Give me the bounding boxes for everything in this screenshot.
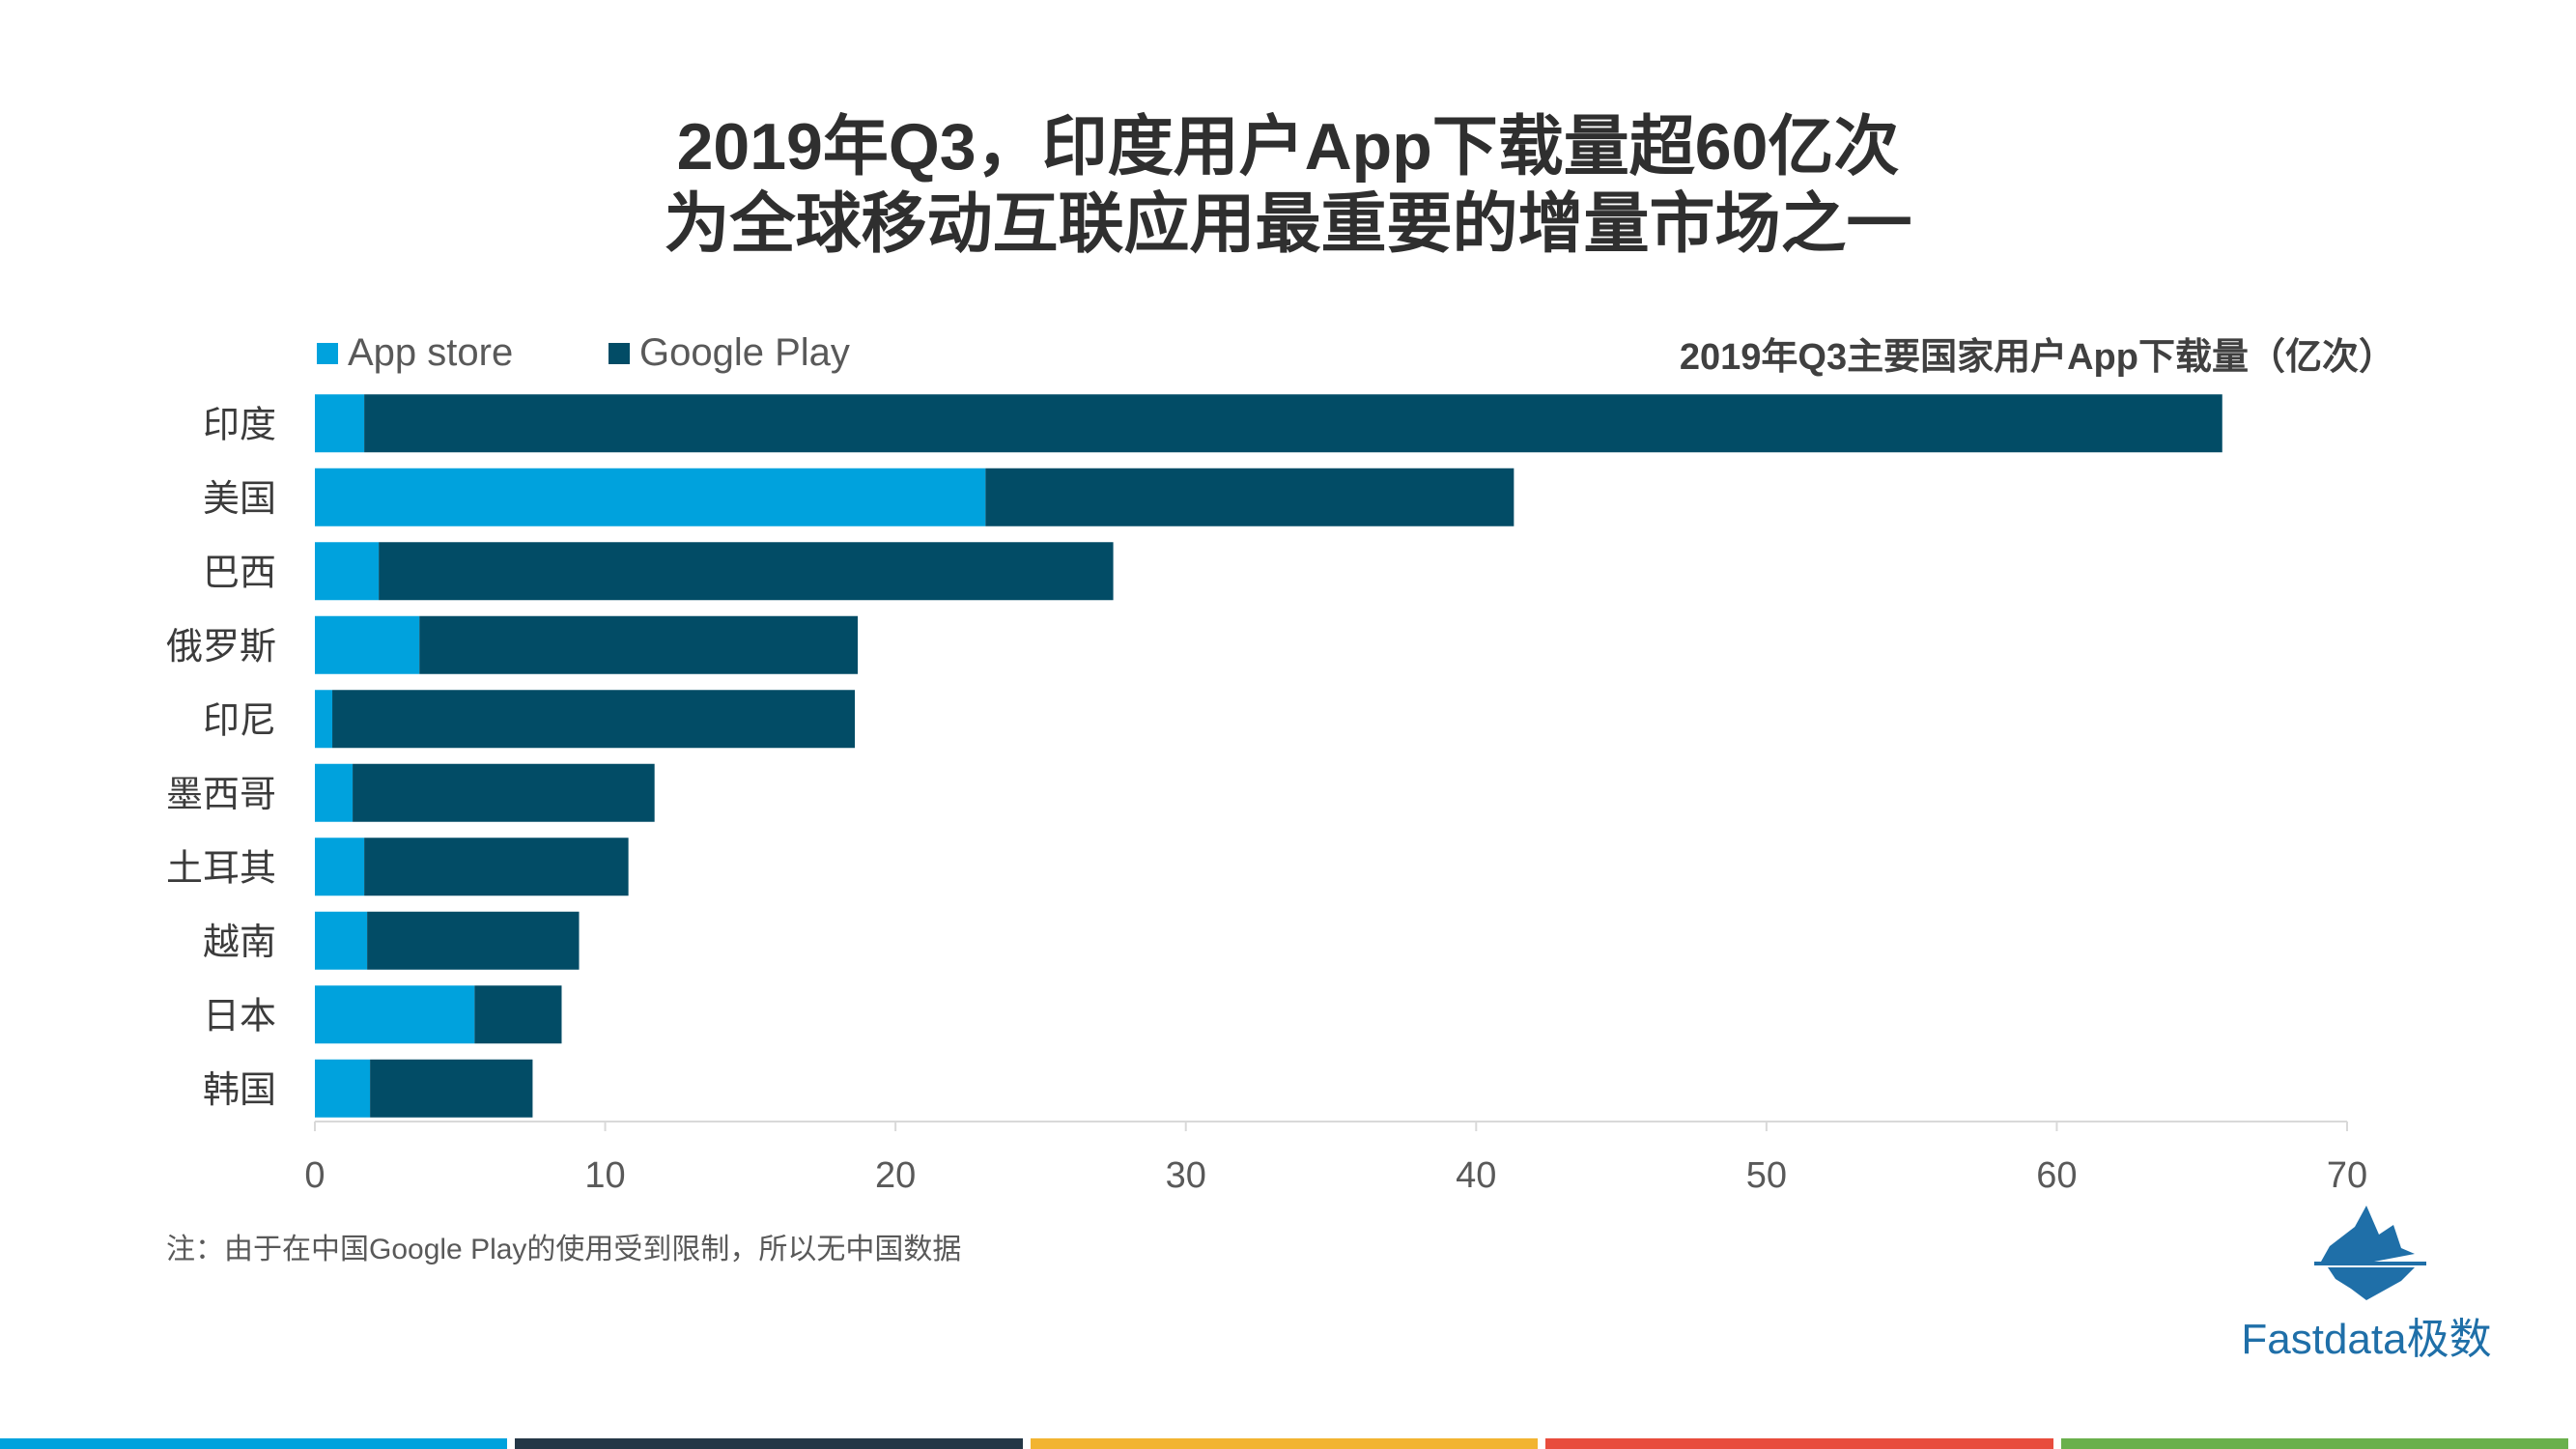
- bar-app-store-3: [315, 615, 420, 674]
- category-label: 墨西哥: [166, 775, 276, 815]
- category-label: 俄罗斯: [166, 627, 276, 668]
- brand-logo: Fastdata极数: [2222, 1198, 2511, 1363]
- bar-app-store-9: [315, 1059, 371, 1118]
- bar-google-play-1: [985, 468, 1514, 526]
- chart: 2019年Q3主要国家用户App下载量（亿次） App store Google …: [166, 331, 2395, 1196]
- legend-swatch-app-store: [317, 343, 338, 364]
- category-label: 韩国: [203, 1070, 276, 1111]
- bar-google-play-8: [474, 985, 562, 1044]
- bar-app-store-5: [315, 763, 354, 822]
- bar-app-store-7: [315, 911, 368, 970]
- bar-google-play-4: [332, 690, 856, 749]
- bar-google-play-6: [364, 838, 629, 896]
- bar-google-play-2: [379, 542, 1114, 601]
- title-line-2: 为全球移动互联应用最重要的增量市场之一: [664, 187, 1912, 261]
- category-label: 越南: [203, 923, 276, 963]
- category-label: 土耳其: [166, 848, 276, 889]
- x-axis-ticks: 0 10 20 30 40 50 60 70: [304, 1122, 2367, 1196]
- category-label: 美国: [203, 479, 276, 520]
- bars: [315, 394, 2222, 1118]
- legend: App store Google Play: [317, 331, 850, 374]
- bar-app-store-2: [315, 542, 380, 601]
- footnote: 注：由于在中国Google Play的使用受到限制，所以无中国数据: [166, 1234, 962, 1265]
- chart-title: 2019年Q3主要国家用户App下载量（亿次）: [1680, 337, 2395, 378]
- footer-strip-segment: [1030, 1438, 1539, 1449]
- legend-swatch-google-play: [609, 343, 630, 364]
- bar-app-store-6: [315, 838, 365, 896]
- x-tick-label: 30: [1166, 1155, 1206, 1196]
- title-line-1: 2019年Q3，印度用户App下载量超60亿次: [676, 110, 1900, 184]
- bar-google-play-9: [370, 1059, 533, 1118]
- bar-app-store-4: [315, 690, 333, 749]
- x-tick-label: 70: [2327, 1155, 2367, 1196]
- category-label: 印度: [203, 405, 276, 445]
- category-label: 日本: [203, 996, 276, 1037]
- x-tick-label: 20: [875, 1155, 916, 1196]
- footer-strip-segment: [2060, 1438, 2568, 1449]
- bar-app-store-0: [315, 394, 365, 453]
- bar-google-play-0: [364, 394, 2222, 453]
- legend-label-google-play: Google Play: [639, 331, 850, 374]
- x-tick-label: 0: [304, 1155, 325, 1196]
- footer-strip-segment: [0, 1438, 508, 1449]
- footer-strip-segment: [1545, 1438, 2053, 1449]
- category-label: 印尼: [203, 700, 276, 741]
- legend-label-app-store: App store: [348, 331, 513, 374]
- bar-app-store-1: [315, 468, 986, 526]
- bar-google-play-3: [419, 615, 859, 674]
- iceberg-icon: [2314, 1206, 2426, 1300]
- bar-google-play-7: [367, 911, 580, 970]
- bar-app-store-8: [315, 985, 475, 1044]
- footer-strip-segment: [515, 1438, 1023, 1449]
- page-title: 2019年Q3，印度用户App下载量超60亿次 为全球移动互联应用最重要的增量市…: [0, 108, 2576, 263]
- footer-color-strip: [0, 1438, 2576, 1449]
- x-tick-label: 60: [2036, 1155, 2077, 1196]
- category-label: 巴西: [203, 553, 276, 593]
- x-tick-label: 40: [1456, 1155, 1496, 1196]
- x-tick-label: 10: [584, 1155, 625, 1196]
- bar-google-play-5: [353, 763, 655, 822]
- logo-text: Fastdata极数: [2241, 1316, 2492, 1363]
- x-tick-label: 50: [1746, 1155, 1787, 1196]
